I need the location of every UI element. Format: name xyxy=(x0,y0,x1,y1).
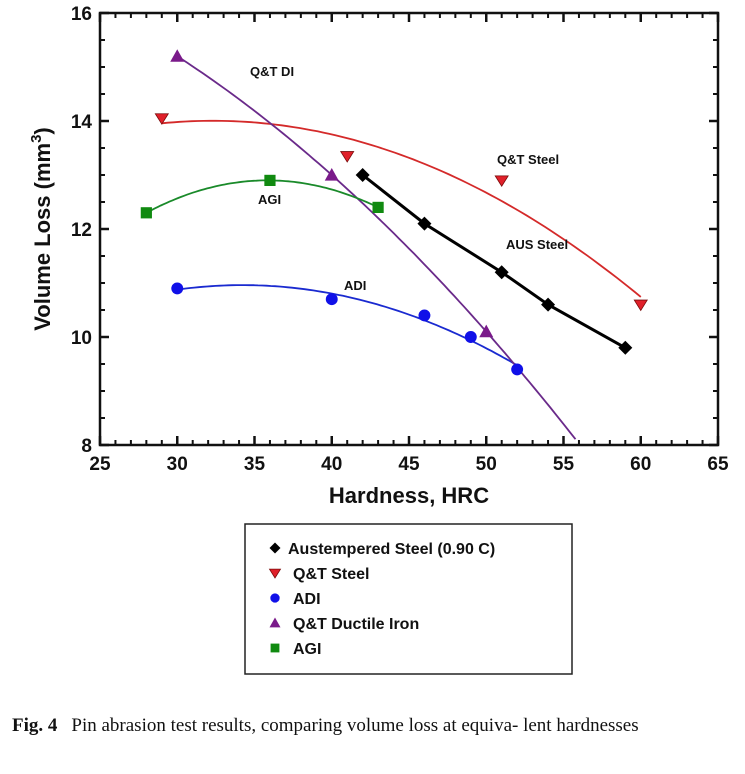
data-point-adi xyxy=(325,293,338,306)
x-tick-label: 45 xyxy=(398,454,420,475)
x-tick-label: 30 xyxy=(167,454,188,475)
data-point-adi xyxy=(464,331,477,343)
legend-label-agi: AGI xyxy=(293,641,321,658)
data-point-austempered-steel-0-90-c xyxy=(494,265,509,280)
legend-label-adi: ADI xyxy=(293,591,321,608)
data-point-austempered-steel-0-90-c xyxy=(618,340,633,355)
legend-marker-q-t-ductile-iron xyxy=(269,617,281,628)
figure-caption: Fig. 4 Pin abrasion test results, compari… xyxy=(12,713,737,739)
legend-marker-austempered-steel-0-90-c xyxy=(269,542,281,554)
y-tick-label: 8 xyxy=(81,436,92,457)
legend-label-austempered-steel-0-90-c: Austempered Steel (0.90 C) xyxy=(288,541,495,558)
axes: 25 30 35 40 45 50 55 60 65 8 10 12 14 16 xyxy=(71,4,729,475)
y-axis-title-main: Volume Loss (mm xyxy=(30,143,55,331)
y-axis-title-close: ) xyxy=(30,127,55,134)
data-point-austempered-steel-0-90-c xyxy=(355,168,370,182)
y-tick-label: 10 xyxy=(71,328,92,349)
legend-marker-agi xyxy=(270,643,280,653)
x-tick-label: 50 xyxy=(476,454,497,475)
y-axis-title-superscript: 3 xyxy=(28,135,45,143)
x-tick-label: 55 xyxy=(553,454,575,475)
chart: 25 30 35 40 45 50 55 60 65 8 10 12 14 16 AUS Steel Q&T… xyxy=(28,4,729,675)
fit-curve-agi xyxy=(145,179,379,214)
annotation-austempered-steel-0-90-c: AUS Steel xyxy=(506,237,568,252)
y-tick-label: 16 xyxy=(71,4,92,25)
x-tick-label: 60 xyxy=(630,454,651,475)
x-tick-label: 65 xyxy=(707,454,729,475)
x-axis-title: Hardness, HRC xyxy=(329,483,489,508)
x-tick-label: 40 xyxy=(321,454,342,475)
legend: Austempered Steel (0.90 C) Q&T Steel ADI Q&… xyxy=(244,523,573,675)
legend-marker-q-t-steel xyxy=(268,568,282,579)
data-point-q-t-steel xyxy=(633,299,648,312)
x-tick-label: 35 xyxy=(244,454,266,475)
y-tick-label: 14 xyxy=(71,112,93,133)
annotation-adi: ADI xyxy=(344,278,366,293)
fit-curves xyxy=(145,55,642,440)
data-point-agi xyxy=(264,174,276,186)
annotation-q-t-steel: Q&T Steel xyxy=(497,152,559,167)
annotation-agi: AGI xyxy=(258,192,281,207)
series-annotations: AUS Steel Q&T Steel ADI Q&T DI AGI xyxy=(250,64,568,293)
fit-curve-q-t-ductile-iron xyxy=(176,55,577,440)
annotation-q-t-ductile-iron: Q&T DI xyxy=(250,64,294,79)
data-point-austempered-steel-0-90-c xyxy=(541,297,556,312)
caption-text: Pin abrasion test results, comparing vol… xyxy=(71,715,639,736)
legend-marker-adi xyxy=(270,593,280,603)
data-point-adi xyxy=(171,282,184,295)
data-point-agi xyxy=(372,201,384,213)
data-point-adi xyxy=(418,309,431,322)
y-axis-title: Volume Loss (mm3) xyxy=(28,127,55,331)
fit-curve-austempered-steel-0-90-c xyxy=(361,173,627,350)
plot-frame xyxy=(98,11,720,447)
legend-label-q-t-steel: Q&T Steel xyxy=(293,566,369,583)
y-tick-label: 12 xyxy=(71,220,92,241)
fit-curve-q-t-steel xyxy=(161,119,642,298)
data-point-q-t-steel xyxy=(154,113,170,125)
data-point-agi xyxy=(140,207,152,219)
data-point-q-t-ductile-iron xyxy=(170,49,185,62)
data-point-q-t-steel xyxy=(494,175,509,188)
data-point-austempered-steel-0-90-c xyxy=(417,216,432,231)
data-point-q-t-ductile-iron xyxy=(479,324,494,338)
x-tick-label: 25 xyxy=(89,454,111,475)
fit-curve-adi xyxy=(177,284,518,367)
caption-label: Fig. 4 xyxy=(12,715,58,736)
data-point-q-t-steel xyxy=(339,151,355,163)
data-point-q-t-ductile-iron xyxy=(324,168,339,181)
legend-label-q-t-ductile-iron: Q&T Ductile Iron xyxy=(293,616,419,633)
data-point-adi xyxy=(511,363,524,376)
data-markers xyxy=(140,49,648,376)
legend-box xyxy=(244,523,573,675)
